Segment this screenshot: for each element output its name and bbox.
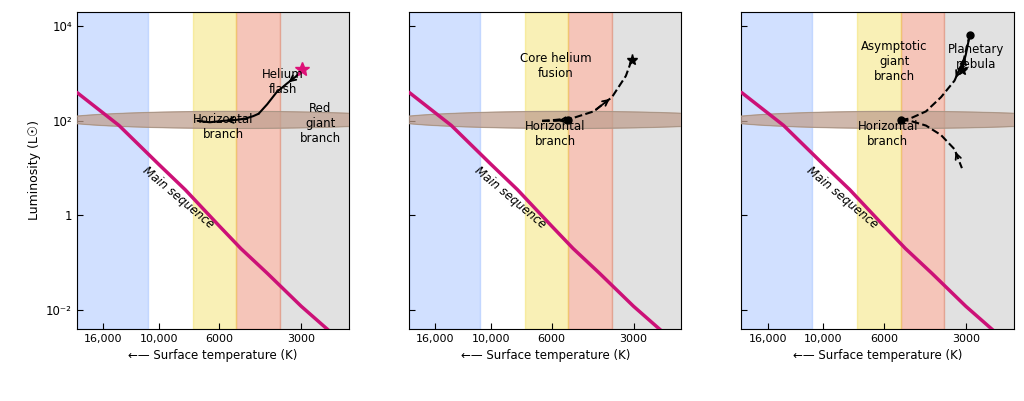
Bar: [568, 12, 612, 329]
Y-axis label: Luminosity (L☉): Luminosity (L☉): [28, 120, 41, 221]
Bar: [280, 12, 349, 329]
Bar: [901, 12, 944, 329]
Bar: [741, 12, 812, 329]
Polygon shape: [724, 111, 1024, 128]
Bar: [857, 12, 901, 329]
Bar: [812, 12, 857, 329]
Bar: [193, 12, 237, 329]
Bar: [410, 12, 480, 329]
X-axis label: ←— Surface temperature (K): ←— Surface temperature (K): [128, 349, 298, 362]
Bar: [612, 12, 681, 329]
Text: Helium
flash: Helium flash: [262, 68, 304, 96]
Bar: [237, 12, 280, 329]
Text: Planetary
nebula: Planetary nebula: [948, 43, 1005, 71]
Text: Horizontal
branch: Horizontal branch: [525, 120, 586, 148]
Bar: [480, 12, 525, 329]
Bar: [944, 12, 1014, 329]
Text: Asymptotic
giant
branch: Asymptotic giant branch: [861, 40, 928, 83]
Text: Main sequence: Main sequence: [140, 164, 216, 231]
Text: Main sequence: Main sequence: [472, 164, 549, 231]
X-axis label: ←— Surface temperature (K): ←— Surface temperature (K): [793, 349, 963, 362]
Polygon shape: [59, 111, 413, 128]
Text: Horizontal
branch: Horizontal branch: [857, 120, 919, 148]
Text: Horizontal
branch: Horizontal branch: [193, 113, 254, 140]
Text: Red
giant
branch: Red giant branch: [300, 102, 341, 145]
Polygon shape: [391, 111, 745, 128]
Bar: [525, 12, 568, 329]
Bar: [77, 12, 147, 329]
Text: Core helium
fusion: Core helium fusion: [520, 53, 591, 81]
Text: Main sequence: Main sequence: [805, 164, 881, 231]
Bar: [147, 12, 193, 329]
X-axis label: ←— Surface temperature (K): ←— Surface temperature (K): [461, 349, 630, 362]
